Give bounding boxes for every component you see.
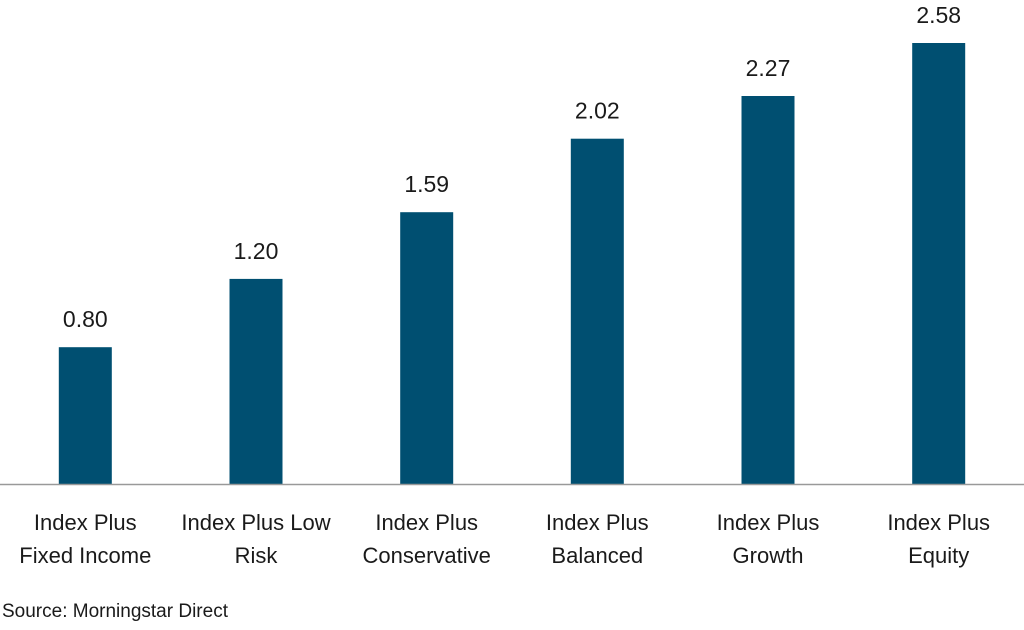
category-label-line: Growth [733,543,804,568]
bar-value-label: 1.20 [234,238,279,264]
bar-5 [741,96,795,484]
category-label-line: Index Plus [375,510,478,535]
category-label: Index Plus Fixed Income [19,510,151,568]
category-label-line: Fixed Income [19,543,151,568]
category-label: Index Plus Equity [887,510,990,568]
bar-value-label: 2.58 [916,2,961,28]
category-label-line: Index Plus Low [181,510,330,535]
bar-value-label: 0.80 [63,306,108,332]
category-label-line: Risk [235,543,279,568]
category-label: Index Plus Conservative [363,510,491,568]
category-label: Index Plus Balanced [546,510,649,568]
bar-value-label: 1.59 [404,171,449,197]
bar-6 [912,43,966,484]
bar-1 [58,347,112,484]
category-label-line: Equity [908,543,969,568]
category-label-line: Balanced [551,543,643,568]
value-labels-group: 0.80 1.20 1.59 2.02 2.27 2.58 [63,2,961,332]
category-label-line: Index Plus [717,510,820,535]
category-label-line: Conservative [363,543,491,568]
bar-value-label: 2.27 [746,55,791,81]
bar-2 [229,278,283,484]
source-note: Source: Morningstar Direct [2,601,228,622]
category-label-line: Index Plus [887,510,990,535]
category-label-line: Index Plus [546,510,649,535]
category-label-line: Index Plus [34,510,137,535]
category-label: Index Plus Growth [717,510,820,568]
category-label: Index Plus Low Risk [181,510,330,568]
bars-group [58,43,966,484]
category-labels-group: Index Plus Fixed Income Index Plus Low Risk… [19,510,990,568]
bar-value-label: 2.02 [575,98,620,124]
bar-3 [400,212,454,484]
bar-4 [570,138,624,484]
